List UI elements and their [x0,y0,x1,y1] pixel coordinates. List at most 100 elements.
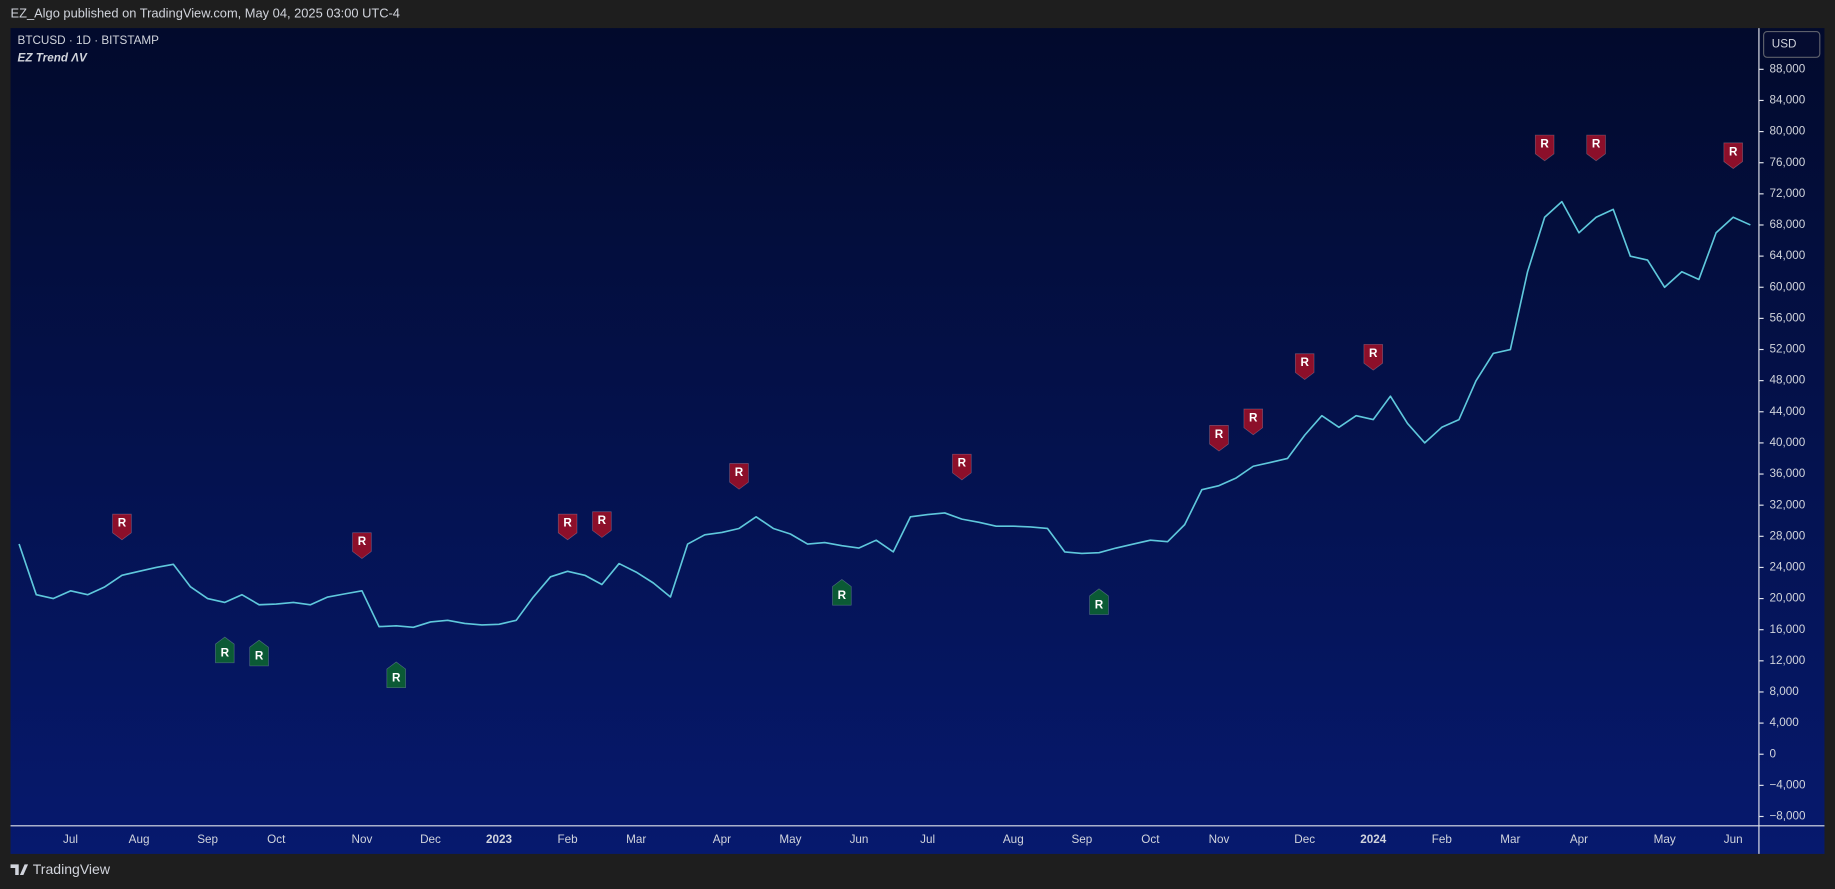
signal-label: R [1095,598,1104,611]
signal-badge: R [729,463,749,490]
signal-marker [557,513,578,541]
signal-badge: R [1534,134,1555,162]
signal-badge: R [249,639,269,667]
brand: TradingView [33,861,111,877]
signal-label: R [1369,347,1378,360]
signal-label: R [221,647,230,660]
signal-badge: R [557,513,578,541]
signal-marker [729,463,749,490]
x-tick-label: Aug [1003,833,1024,846]
tv-logo [10,864,29,875]
signal-badge: R [832,579,852,606]
signal-marker [1294,353,1315,380]
x-tick-label: Dec [420,833,441,846]
signal-label: R [118,517,127,530]
signal-marker [1363,344,1383,371]
indicator-name: EZ Trend ΛV [18,52,88,65]
y-tick-label: −4,000 [1769,778,1806,791]
x-tick-label: May [1654,833,1676,846]
y-tick-label: 16,000 [1769,623,1805,636]
y-tick-label: 4,000 [1769,716,1799,729]
y-tick-label: 40,000 [1769,436,1805,449]
signal-label: R [735,466,744,479]
x-tick-label: Feb [558,833,579,846]
currency-label[interactable]: USD [1772,38,1797,51]
signal-marker [215,636,235,664]
x-tick-label: Nov [352,833,373,846]
signal-badge: R [1723,142,1743,170]
symbol-title: BTCUSD · 1D · BITSTAMP [18,34,160,47]
y-tick-label: 76,000 [1769,156,1805,169]
x-tick-label: Feb [1432,833,1453,846]
signal-marker [112,513,132,541]
y-tick-label: 0 [1769,747,1776,760]
x-tick-label: Dec [1294,833,1315,846]
signal-label: R [598,514,607,527]
signal-badge: R [215,636,235,664]
y-tick-label: 72,000 [1769,187,1805,200]
y-tick-label: 36,000 [1769,467,1805,480]
signal-marker [1209,425,1229,452]
signal-label: R [1300,356,1309,369]
y-tick-label: 28,000 [1769,529,1805,542]
x-tick-label: 2023 [486,833,513,846]
x-tick-label: Jul [920,833,935,846]
y-tick-label: 84,000 [1769,94,1805,107]
signal-badge: R [952,453,972,481]
y-tick-label: 48,000 [1769,374,1805,387]
x-tick-label: Apr [1570,833,1588,846]
x-tick-label: Jun [1724,833,1743,846]
x-tick-label: Sep [197,833,218,846]
signal-badge: R [1089,588,1109,615]
signal-label: R [1729,145,1738,158]
y-tick-label: 52,000 [1769,343,1805,356]
x-tick-label: Jul [63,833,78,846]
signal-label: R [958,457,967,470]
signal-marker [832,579,852,606]
price-line [18,200,1751,629]
signal-badge: R [1209,425,1229,452]
signal-badge: R [112,513,132,541]
y-tick-label: 68,000 [1769,218,1805,231]
signal-marker [592,511,612,538]
x-tick-label: Oct [267,833,286,846]
signal-label: R [1540,138,1549,151]
y-tick-label: 20,000 [1769,592,1805,605]
y-tick-label: 12,000 [1769,654,1805,667]
publish-note: EZ_Algo published on TradingView.com, Ma… [11,5,400,20]
signal-badge: R [1586,134,1606,162]
signal-marker [1089,588,1109,615]
signal-marker [1586,134,1606,162]
chart-background [10,28,1825,854]
signal-label: R [358,535,367,548]
y-tick-label: 80,000 [1769,125,1805,138]
signal-marker [1243,408,1263,436]
x-tick-label: Apr [713,833,731,846]
signal-marker [386,661,406,689]
x-tick-label: Mar [626,833,646,846]
signal-badge: R [1294,353,1315,380]
signal-label: R [255,650,264,663]
signal-label: R [563,517,572,530]
plot-area: R R R R R R R R R R R R R R R R R R [18,134,1751,689]
x-tick-label: Mar [1500,833,1520,846]
x-tick-label: Aug [129,833,150,846]
y-tick-label: 64,000 [1769,249,1805,262]
signal-marker [352,532,372,559]
signal-marker [249,639,269,667]
signal-label: R [1592,138,1601,151]
x-tick-label: 2024 [1360,833,1387,846]
signal-label: R [1249,411,1258,424]
signal-badge: R [1363,344,1383,371]
x-tick-label: Jun [850,833,869,846]
signal-label: R [838,589,847,602]
currency-button[interactable] [1763,30,1821,58]
x-tick-label: May [779,833,801,846]
signal-badge: R [386,661,406,689]
signal-badge: R [352,532,372,559]
y-tick-label: 8,000 [1769,685,1799,698]
x-tick-label: Oct [1141,833,1160,846]
y-tick-label: 56,000 [1769,311,1805,324]
